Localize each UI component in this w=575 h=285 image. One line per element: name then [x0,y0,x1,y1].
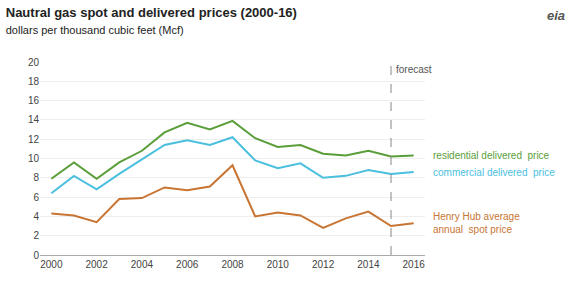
svg-text:2004: 2004 [131,259,154,270]
svg-text:12: 12 [28,134,40,145]
svg-text:2000: 2000 [40,259,63,270]
svg-text:14: 14 [28,114,40,125]
svg-text:6: 6 [33,192,39,203]
svg-text:commercial delivered price: commercial delivered price [433,167,555,178]
svg-text:2: 2 [33,230,39,241]
svg-text:20: 20 [28,57,40,68]
svg-text:Nautral gas spot and delivered: Nautral gas spot and delivered prices (2… [6,5,297,36]
svg-text:2008: 2008 [221,259,244,270]
svg-text:8: 8 [33,172,39,183]
svg-text:eia: eia [547,8,565,23]
svg-text:2006: 2006 [176,259,199,270]
svg-text:residential delivered price: residential delivered price [433,150,550,161]
svg-text:2010: 2010 [267,259,290,270]
svg-text:Henry Hub averageannual spot: Henry Hub averageannual spot price [433,211,520,235]
svg-text:2012: 2012 [312,259,335,270]
svg-text:forecast: forecast [396,64,432,75]
svg-text:10: 10 [28,153,40,164]
svg-text:16: 16 [28,95,40,106]
svg-text:2014: 2014 [357,259,380,270]
svg-text:2016: 2016 [403,259,426,270]
svg-text:2002: 2002 [85,259,108,270]
svg-text:0: 0 [33,250,39,261]
svg-text:4: 4 [33,211,39,222]
svg-text:18: 18 [28,76,40,87]
